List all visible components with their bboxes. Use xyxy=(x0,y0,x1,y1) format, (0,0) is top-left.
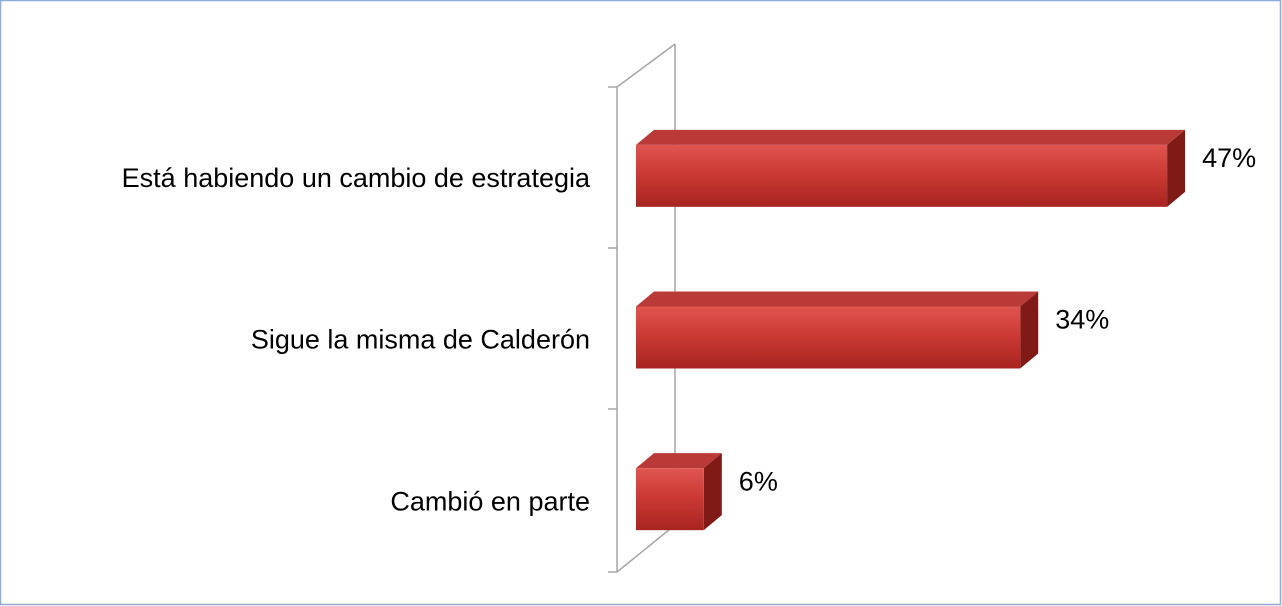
bar-side xyxy=(1020,291,1039,369)
bar xyxy=(636,291,1039,369)
category-label: Está habiendo un cambio de estrategia xyxy=(122,163,591,193)
bar-side xyxy=(1167,129,1186,207)
value-label: 34% xyxy=(1055,305,1109,335)
bar-top xyxy=(636,129,1186,145)
bar-front xyxy=(636,144,1168,207)
bar xyxy=(636,453,722,531)
bar xyxy=(636,129,1186,207)
bar-front xyxy=(636,306,1021,369)
value-label: 47% xyxy=(1202,143,1256,173)
axis-wall xyxy=(608,43,676,573)
category-label: Sigue la misma de Calderón xyxy=(251,325,590,355)
bar-front xyxy=(636,468,704,531)
value-label: 6% xyxy=(739,466,778,496)
bar-top xyxy=(636,291,1039,307)
bar-side xyxy=(703,453,722,531)
bar-top xyxy=(636,453,722,469)
category-label: Cambió en parte xyxy=(390,486,590,516)
